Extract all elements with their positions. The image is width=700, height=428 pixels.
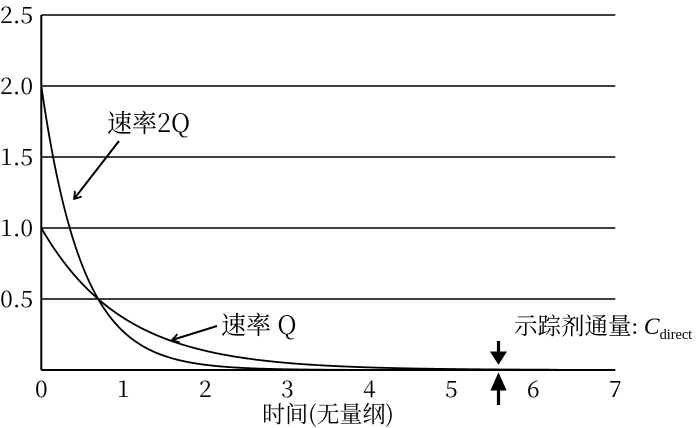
svg-text:示踪剂通量: Cdirect: 示踪剂通量: Cdirect <box>514 307 692 343</box>
svg-text:1: 1 <box>117 371 130 404</box>
svg-text:0: 0 <box>35 371 48 404</box>
svg-text:2.5: 2.5 <box>0 0 33 30</box>
svg-text:速率 Q: 速率 Q <box>221 306 297 342</box>
svg-text:6: 6 <box>527 371 540 404</box>
svg-text:0.5: 0.5 <box>0 281 33 314</box>
svg-text:1.5: 1.5 <box>0 139 33 172</box>
svg-text:速率2Q: 速率2Q <box>107 104 190 140</box>
svg-text:5: 5 <box>445 371 458 404</box>
svg-text:1.0: 1.0 <box>0 210 33 243</box>
svg-text:7: 7 <box>609 371 622 404</box>
svg-text:2: 2 <box>199 371 212 404</box>
svg-text:2.0: 2.0 <box>0 68 33 101</box>
svg-text:时间(无量纲): 时间(无量纲) <box>262 396 394 428</box>
